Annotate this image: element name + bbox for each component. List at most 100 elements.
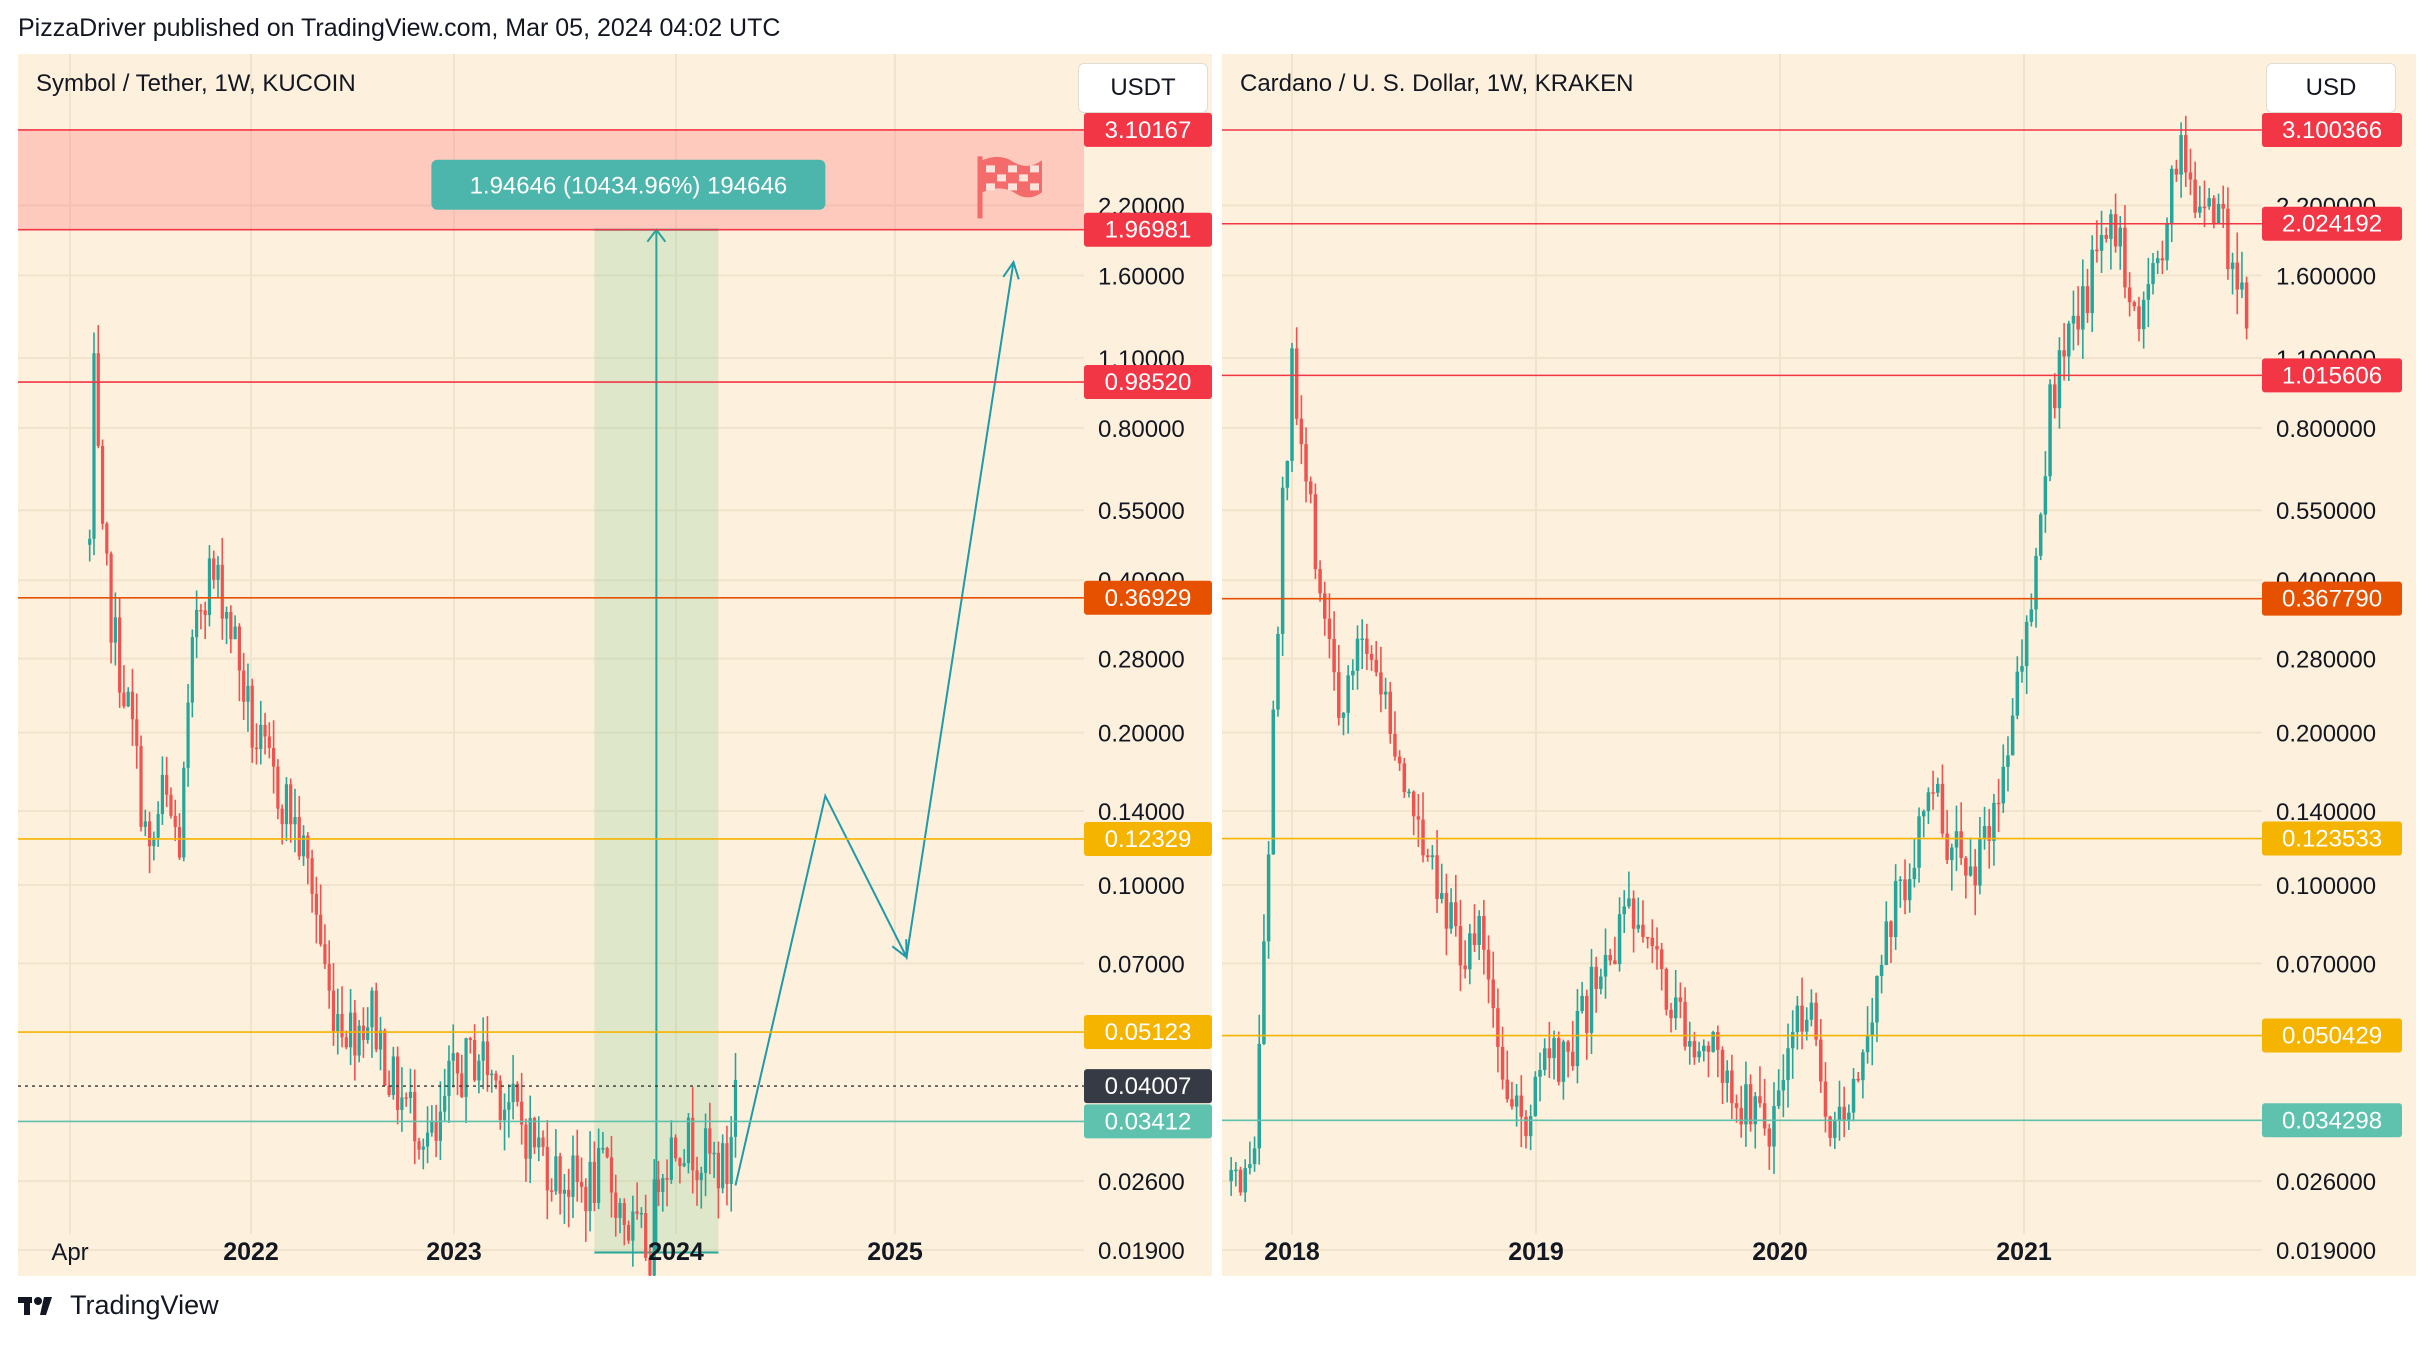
candle bbox=[1510, 1081, 1514, 1110]
candle-body bbox=[1945, 833, 1949, 861]
candle bbox=[1823, 1062, 1828, 1133]
candle-body bbox=[357, 1025, 361, 1056]
x-tick-label: 2020 bbox=[1752, 1238, 1808, 1266]
candle bbox=[1393, 711, 1397, 761]
candle bbox=[1795, 995, 1800, 1050]
candle-body bbox=[1968, 866, 1973, 876]
candle-body bbox=[1987, 826, 1991, 841]
candle-body bbox=[1308, 481, 1313, 495]
candle-body bbox=[246, 685, 250, 702]
currency-selector-left[interactable]: USDT bbox=[1078, 63, 1208, 113]
candle bbox=[1814, 992, 1818, 1047]
candle-body bbox=[1346, 675, 1350, 713]
candle bbox=[2057, 337, 2062, 429]
candle-body bbox=[1276, 633, 1280, 710]
candle bbox=[1458, 899, 1463, 992]
candle-body bbox=[1383, 691, 1388, 695]
flag-check bbox=[1008, 165, 1017, 173]
candle bbox=[246, 663, 250, 732]
candle-body bbox=[468, 1038, 472, 1041]
candle bbox=[2034, 547, 2038, 628]
candle-body bbox=[622, 1203, 626, 1225]
candle bbox=[597, 1128, 601, 1210]
candle bbox=[344, 1030, 348, 1050]
candle bbox=[1936, 777, 1940, 797]
candle-body bbox=[1800, 1005, 1804, 1032]
candle bbox=[1875, 975, 1879, 1043]
candle bbox=[165, 756, 169, 808]
candle bbox=[477, 1054, 481, 1094]
candle-body bbox=[229, 611, 233, 640]
candle-body bbox=[733, 1079, 738, 1137]
price-tag-label: 1.96981 bbox=[1105, 217, 1192, 244]
candle bbox=[2221, 185, 2225, 229]
footer: TradingView bbox=[18, 1290, 219, 1321]
candle bbox=[126, 687, 130, 708]
candle-body bbox=[100, 446, 105, 524]
candle bbox=[515, 1081, 519, 1107]
candle-body bbox=[2020, 666, 2024, 672]
candle-body bbox=[584, 1186, 588, 1212]
candle-body bbox=[1641, 924, 1645, 937]
candle-body bbox=[485, 1041, 490, 1076]
candle-body bbox=[648, 1257, 652, 1276]
candle bbox=[1505, 1050, 1510, 1103]
candle-body bbox=[2212, 198, 2216, 224]
candle bbox=[1659, 942, 1664, 991]
candle bbox=[2001, 744, 2006, 814]
candle bbox=[451, 1024, 455, 1088]
candle-body bbox=[721, 1143, 725, 1189]
candle-body bbox=[434, 1120, 438, 1141]
candle bbox=[1542, 1038, 1547, 1076]
candle-body bbox=[729, 1136, 733, 1184]
candle-body bbox=[524, 1124, 528, 1159]
candle bbox=[1528, 1104, 1533, 1151]
candle bbox=[1496, 988, 1500, 1073]
candle bbox=[1439, 863, 1444, 904]
y-tick-label: 0.800000 bbox=[2276, 416, 2376, 443]
candle-body bbox=[464, 1038, 468, 1097]
candle-body bbox=[665, 1177, 669, 1180]
candle-body bbox=[2169, 168, 2174, 224]
measure-label-bg bbox=[431, 159, 826, 210]
candle bbox=[391, 1046, 395, 1100]
price-tag: 0.050429 bbox=[2262, 1018, 2402, 1053]
candle bbox=[1716, 1025, 1720, 1078]
candle bbox=[1229, 1157, 1233, 1196]
candle-body bbox=[1463, 965, 1467, 970]
candle bbox=[276, 759, 280, 820]
candle bbox=[2052, 373, 2057, 419]
candle-body bbox=[1992, 802, 1996, 841]
chart-panel-left[interactable]: 1.94646 (10434.96%) 194646 2.20000 1.60000… bbox=[18, 54, 1212, 1276]
flag-check bbox=[986, 183, 995, 191]
candle bbox=[353, 1000, 357, 1081]
price-tag: 0.04007 bbox=[1084, 1069, 1212, 1104]
candle bbox=[588, 1131, 592, 1232]
price-tag-bg bbox=[1084, 1104, 1212, 1139]
candle bbox=[2216, 193, 2221, 225]
candle-body bbox=[2151, 263, 2155, 285]
chart-canvas-right[interactable]: 2.2000001.6000001.1000000.8000000.550000… bbox=[1222, 54, 2416, 1276]
candle bbox=[554, 1129, 558, 1195]
chart-title-right: Cardano / U. S. Dollar, 1W, KRAKEN bbox=[1240, 70, 1634, 97]
candle bbox=[622, 1198, 626, 1246]
candle-body bbox=[331, 990, 336, 1032]
candle bbox=[1996, 778, 2001, 833]
candle-body bbox=[250, 685, 254, 748]
candle bbox=[1561, 1039, 1566, 1100]
price-tag-label: 0.03412 bbox=[1105, 1108, 1192, 1135]
candle bbox=[1655, 927, 1659, 970]
candle bbox=[1992, 793, 1996, 866]
candle bbox=[310, 849, 314, 913]
candle bbox=[1285, 460, 1290, 501]
currency-selector-right[interactable]: USD bbox=[2266, 63, 2396, 113]
candle bbox=[1809, 989, 1814, 1027]
candle-body bbox=[2216, 203, 2221, 224]
candle-body bbox=[2006, 755, 2010, 767]
chart-canvas-left[interactable]: 1.94646 (10434.96%) 1946462.200001.60000… bbox=[18, 54, 1212, 1276]
candle-body bbox=[1650, 937, 1655, 946]
candle-body bbox=[1776, 1090, 1781, 1107]
candle-body bbox=[716, 1152, 720, 1189]
candle bbox=[1257, 1014, 1261, 1165]
chart-panel-right[interactable]: 2.2000001.6000001.1000000.8000000.550000… bbox=[1222, 54, 2416, 1276]
